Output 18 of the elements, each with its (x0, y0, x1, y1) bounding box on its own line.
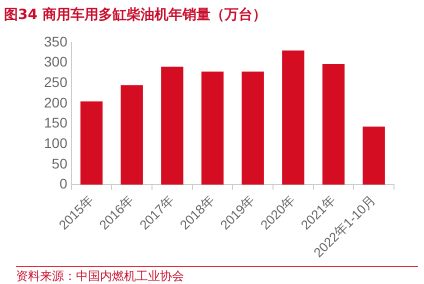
bar (242, 72, 264, 185)
bar (120, 85, 143, 185)
bar (322, 64, 345, 185)
text: 资料来源：中国内燃机工业协会 (16, 266, 418, 284)
bar (362, 126, 385, 185)
bar (201, 72, 224, 185)
y-tick-label: 300 (44, 54, 68, 70)
y-tick-label: 50 (52, 155, 68, 172)
bar (161, 66, 184, 185)
bar (282, 50, 304, 185)
y-tick-label: 100 (44, 134, 68, 151)
y-tick-label: 150 (44, 114, 68, 131)
y-tick-label: 350 (44, 33, 68, 50)
y-tick-label: 0 (60, 176, 68, 192)
bar (80, 101, 103, 185)
y-tick-label: 200 (44, 94, 68, 110)
y-tick-label: 250 (44, 74, 68, 90)
chart-title: 图34 商用车用多缸柴油机年销量（万台） (4, 6, 266, 24)
